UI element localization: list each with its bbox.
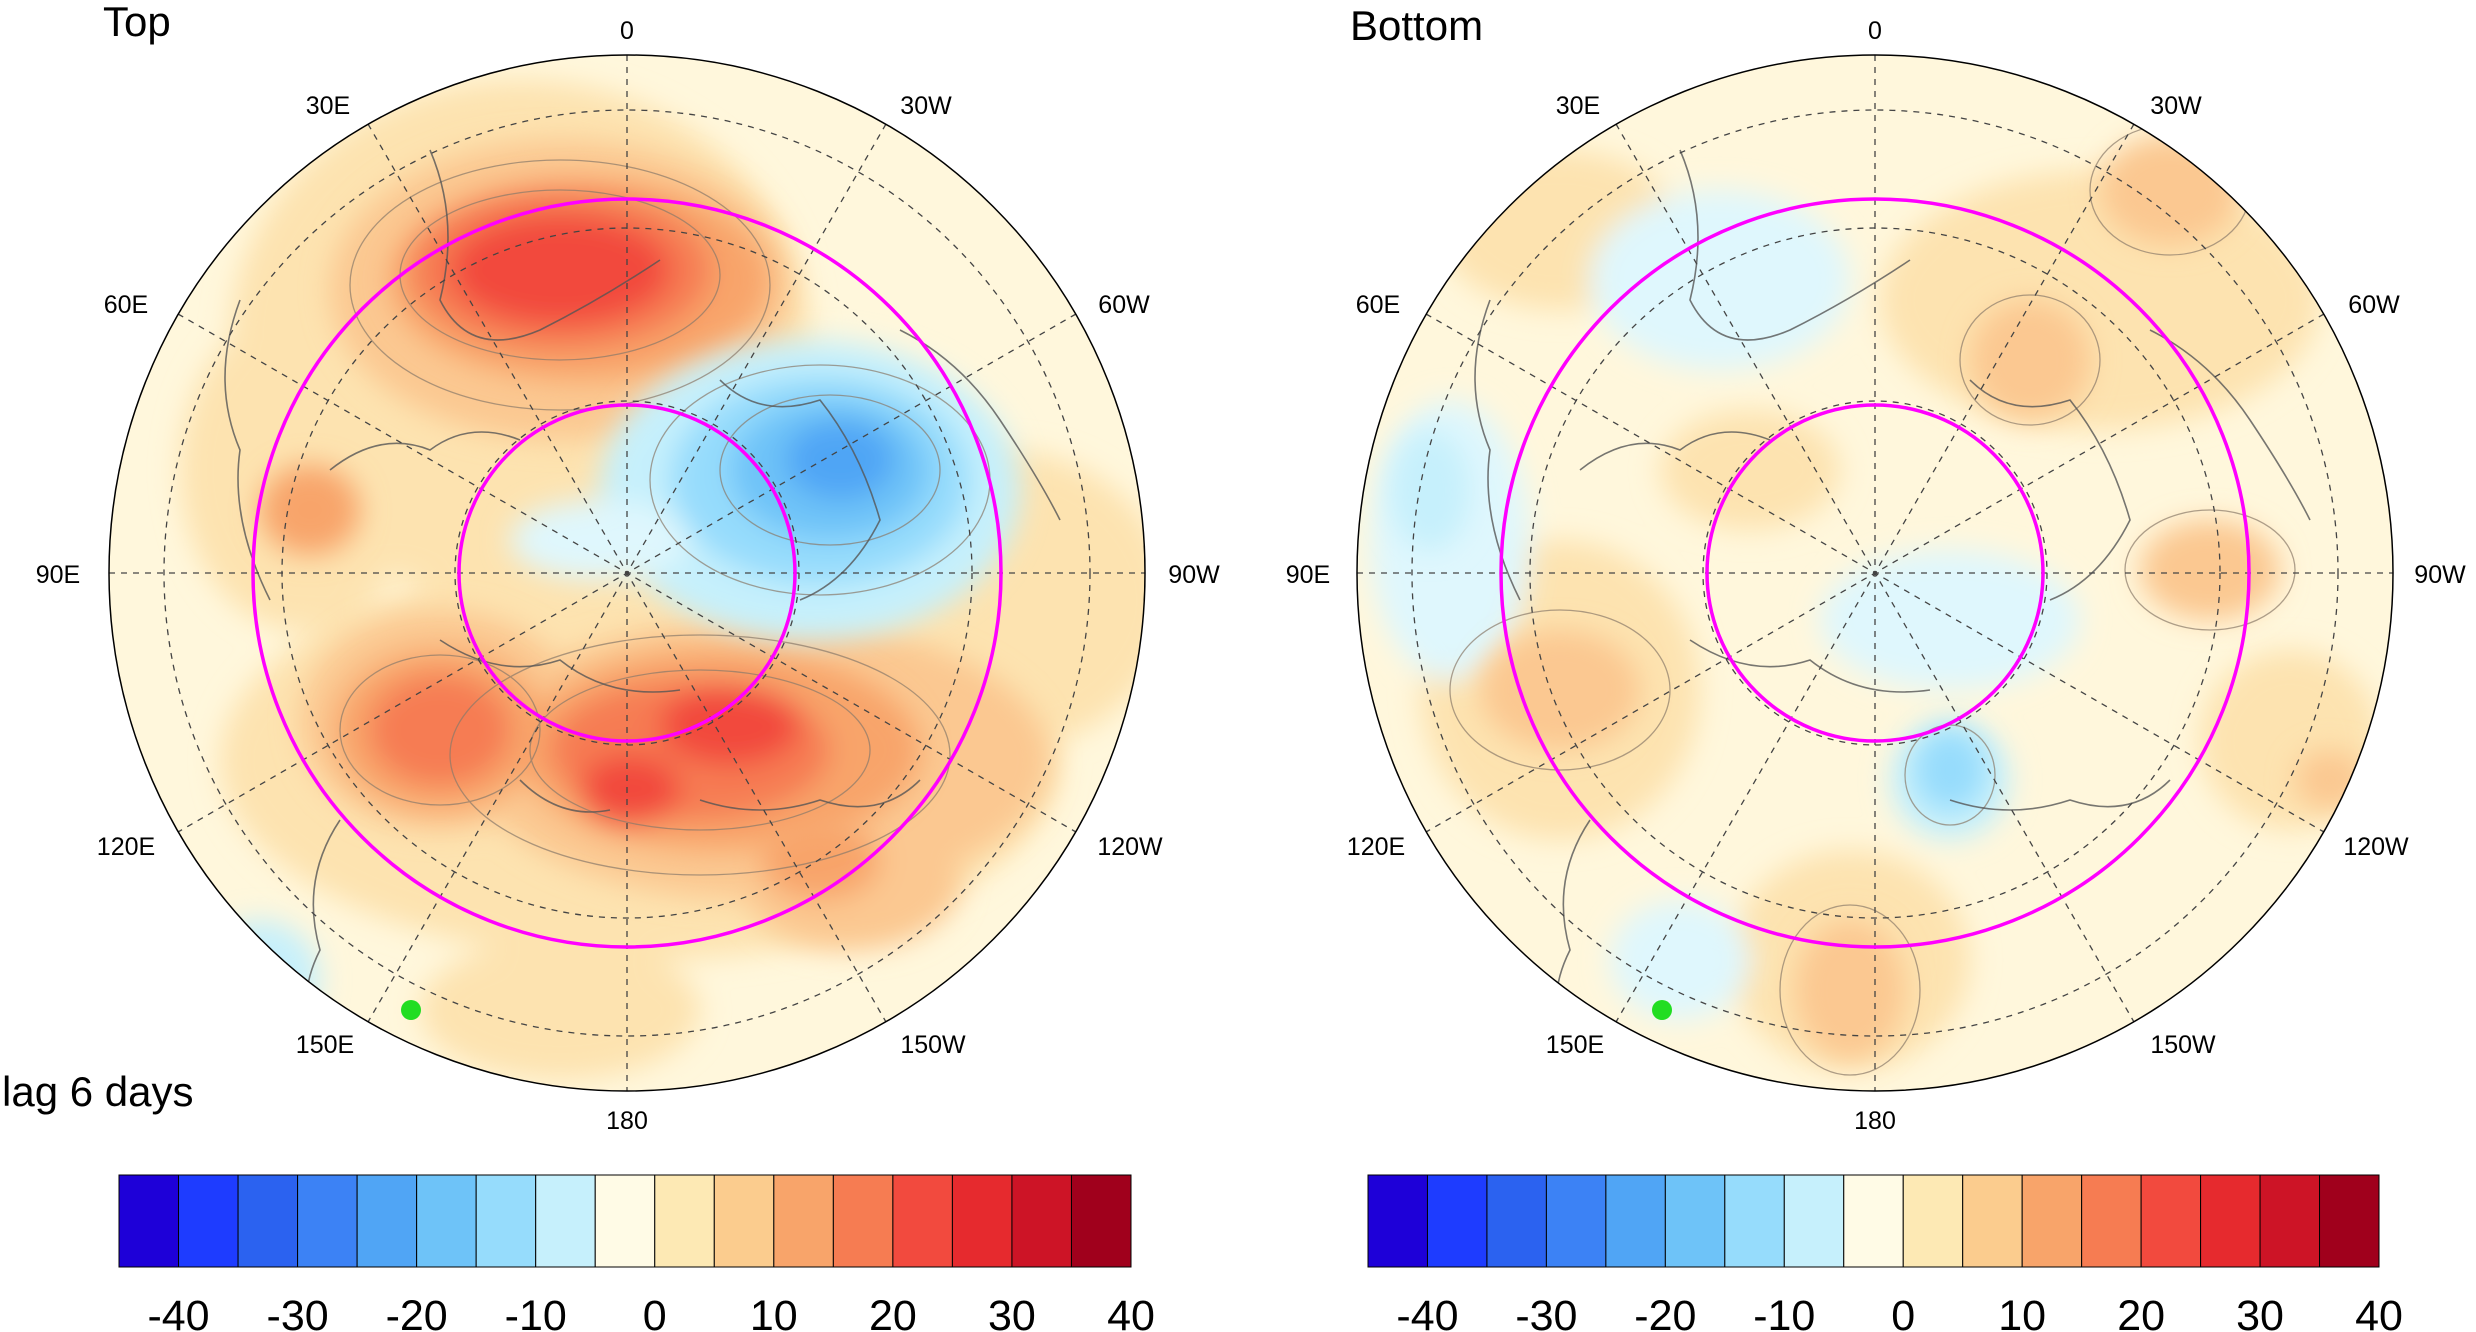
colorbar-tick-label: 40 (1107, 1292, 1155, 1332)
lon-label-180: 180 (1854, 1107, 1896, 1135)
colorbar-tick-label: -30 (267, 1292, 329, 1332)
colorbar-tick-label: 10 (1998, 1292, 2046, 1332)
green-marker-top (401, 1000, 421, 1020)
map-panel-bottom: Bottom (1286, 2, 2466, 1135)
colorbar-swatch (713, 1174, 775, 1268)
lon-label-150w: 150W (2150, 1031, 2216, 1059)
colorbar-swatch (1843, 1174, 1904, 1268)
colorbar-swatch (1426, 1174, 1488, 1268)
colorbar-tick-label: -30 (1515, 1292, 1577, 1332)
lon-label-0: 0 (1868, 17, 1882, 45)
lag-label: lag 6 days (2, 1068, 193, 1115)
lon-label-60e: 60E (1356, 291, 1400, 319)
colorbar-swatch (1605, 1174, 1666, 1268)
lon-label-120w: 120W (1097, 833, 1163, 861)
lon-label-30e: 30E (1556, 92, 1600, 120)
outer-magenta-circle-top (251, 197, 1003, 949)
lon-label-90e: 90E (36, 561, 80, 589)
colorbar-tick-label: -40 (1396, 1292, 1458, 1332)
colorbar-tick-label: 30 (2236, 1292, 2284, 1332)
colorbar-swatch (1011, 1174, 1072, 1268)
colorbar-swatch (594, 1174, 656, 1268)
colorbar-swatch (2319, 1174, 2380, 1268)
colorbar-swatch (475, 1174, 537, 1268)
colorbar-swatch (535, 1174, 596, 1268)
panel-title-top: Top (103, 0, 171, 45)
colorbar-tick-label: 40 (2355, 1292, 2403, 1332)
inner-magenta-circle-bottom (1705, 403, 2045, 743)
map-boundary-top (108, 54, 1146, 1092)
lon-label-150e: 150E (1546, 1031, 1604, 1059)
colorbar-swatch (1962, 1174, 2023, 1268)
colorbar-right: -40 -30 -20 -10 0 10 20 30 40 (1367, 1174, 2403, 1332)
colorbar-swatch (1070, 1174, 1132, 1268)
colorbar-tick-label: 30 (988, 1292, 1036, 1332)
colorbar-swatch (1724, 1174, 1785, 1268)
map-panel-top: Top (36, 0, 1220, 1135)
lon-label-120w: 120W (2343, 833, 2409, 861)
colorbar-swatch (654, 1174, 715, 1268)
colorbar-swatch (2259, 1174, 2321, 1268)
lon-label-30e: 30E (306, 92, 350, 120)
lon-label-90w: 90W (1168, 561, 1220, 589)
lon-label-30w: 30W (900, 92, 952, 120)
colorbar-swatch (2081, 1174, 2142, 1268)
colorbar-swatch (1367, 1174, 1428, 1268)
lon-label-60w: 60W (2348, 291, 2400, 319)
lon-label-120e: 120E (97, 833, 155, 861)
colorbar-tick-label: 0 (1891, 1292, 1915, 1332)
colorbar-swatch (1486, 1174, 1547, 1268)
map-boundary-bottom (1356, 54, 2394, 1092)
lon-label-90e: 90E (1286, 561, 1330, 589)
lon-label-120e: 120E (1347, 833, 1405, 861)
colorbar-left: -40 -30 -20 -10 0 10 20 30 40 (118, 1174, 1155, 1332)
graticule-bottom (1357, 55, 2393, 1091)
colorbar-swatch (237, 1174, 299, 1268)
colorbar-swatch (892, 1174, 953, 1268)
colorbar-swatch (118, 1174, 180, 1268)
colorbar-tick-label: -10 (505, 1292, 567, 1332)
colorbar-tick-label: -20 (386, 1292, 448, 1332)
lon-label-180: 180 (606, 1107, 648, 1135)
colorbar-swatch (951, 1174, 1013, 1268)
green-marker-bottom (1652, 1000, 1672, 1020)
colorbar-swatch (2021, 1174, 2083, 1268)
colorbar-swatch (178, 1174, 239, 1268)
lon-label-60w: 60W (1098, 291, 1150, 319)
colorbar-tick-label: 20 (869, 1292, 917, 1332)
lon-label-0: 0 (620, 17, 634, 45)
colorbar-swatch (416, 1174, 477, 1268)
colorbar-tick-label: 20 (2117, 1292, 2165, 1332)
colorbar-tick-label: 10 (750, 1292, 798, 1332)
lon-label-30w: 30W (2150, 92, 2202, 120)
colorbar-swatch (1545, 1174, 1607, 1268)
colorbar-tick-label: -10 (1753, 1292, 1815, 1332)
colorbar-swatch (2200, 1174, 2261, 1268)
panel-title-bottom: Bottom (1350, 2, 1483, 49)
colorbar-swatch (1664, 1174, 1726, 1268)
graticule-top (109, 55, 1145, 1091)
inner-magenta-circle-top (457, 403, 797, 743)
colorbar-swatch (832, 1174, 894, 1268)
lon-label-90w: 90W (2414, 561, 2466, 589)
colorbar-swatch (297, 1174, 358, 1268)
lon-label-60e: 60E (104, 291, 148, 319)
colorbar-tick-label: -20 (1634, 1292, 1696, 1332)
colorbar-tick-label: 0 (643, 1292, 667, 1332)
colorbar-swatch (2140, 1174, 2202, 1268)
outer-magenta-circle-bottom (1499, 197, 2251, 949)
lon-label-150e: 150E (296, 1031, 354, 1059)
colorbar-tick-label: -40 (147, 1292, 209, 1332)
lon-label-150w: 150W (900, 1031, 966, 1059)
colorbar-swatch (773, 1174, 834, 1268)
colorbar-swatch (1902, 1174, 1964, 1268)
colorbar-swatch (356, 1174, 418, 1268)
colorbar-swatch (1783, 1174, 1845, 1268)
